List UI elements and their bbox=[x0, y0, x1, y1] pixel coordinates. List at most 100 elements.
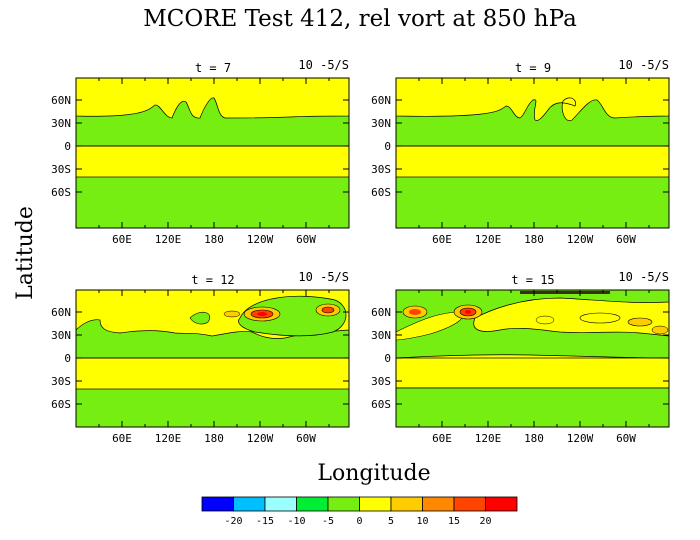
y-tick-label: 30S bbox=[51, 163, 71, 176]
x-tick-label: 120W bbox=[567, 233, 594, 246]
panel-time-label: t = 15 bbox=[511, 273, 554, 287]
x-tick-label: 120W bbox=[247, 432, 274, 445]
x-tick-label: 120W bbox=[567, 432, 594, 445]
panel-frame bbox=[395, 77, 670, 229]
y-tick-label: 30N bbox=[51, 117, 71, 130]
y-tick-label: 60S bbox=[51, 398, 71, 411]
y-tick-label: 60S bbox=[371, 398, 391, 411]
y-tick-label: 0 bbox=[384, 140, 391, 153]
chart-title: MCORE Test 412, rel vort at 850 hPa bbox=[143, 6, 577, 32]
colorbar-swatch bbox=[264, 496, 297, 512]
colorbar-label: -10 bbox=[287, 516, 305, 527]
x-axis-label: Longitude bbox=[317, 461, 430, 486]
colorbar-swatch bbox=[453, 496, 486, 512]
y-tick-label: 60N bbox=[371, 306, 391, 319]
x-tick-label: 120E bbox=[475, 233, 502, 246]
panel-t15: t = 15 10 -5/S bbox=[395, 270, 670, 428]
y-tick-label: 60N bbox=[51, 94, 71, 107]
colorbar-label: 5 bbox=[388, 516, 394, 527]
panel-time-label: t = 7 bbox=[195, 61, 231, 75]
x-tick-label: 60E bbox=[112, 233, 132, 246]
x-tick-label: 180 bbox=[204, 233, 224, 246]
y-tick-label: 30N bbox=[371, 329, 391, 342]
x-tick-label: 60E bbox=[432, 233, 452, 246]
x-tick-label: 60W bbox=[616, 233, 636, 246]
vorticity-band-middle bbox=[396, 354, 669, 389]
colorbar-label: -20 bbox=[224, 516, 242, 527]
x-tick-label: 120E bbox=[155, 233, 182, 246]
x-tick-label: 120E bbox=[155, 432, 182, 445]
y-tick-label: 60S bbox=[51, 186, 71, 199]
vortex-core bbox=[579, 312, 621, 324]
y-tick-label: 30S bbox=[371, 375, 391, 388]
vorticity-band-south bbox=[76, 357, 349, 390]
vortex-core bbox=[409, 309, 421, 315]
y-tick-label: 60N bbox=[371, 94, 391, 107]
colorbar-label: -15 bbox=[256, 516, 274, 527]
panel-t7: t = 7 10 -5/S bbox=[75, 58, 350, 229]
panel-axes: 60N 30N 0 30S 60S 60E 120E 180 120W 60W bbox=[51, 78, 349, 246]
colorbar-swatch bbox=[201, 496, 234, 512]
panel-frame bbox=[75, 77, 350, 229]
vortex-core bbox=[465, 310, 471, 314]
panel-time-label: t = 9 bbox=[515, 61, 551, 75]
colorbar-label: 10 bbox=[416, 516, 428, 527]
colorbar: -20 -15 -10 -5 0 5 10 15 20 bbox=[201, 496, 518, 527]
y-tick-label: 30N bbox=[371, 117, 391, 130]
colorbar-swatch bbox=[233, 496, 266, 512]
vortex-core bbox=[535, 315, 555, 325]
panel-time-label: t = 12 bbox=[191, 273, 234, 287]
y-tick-label: 30N bbox=[51, 329, 71, 342]
colorbar-label: -5 bbox=[322, 516, 334, 527]
panel-axes: 60N 30N 0 30S 60S 60E 120E 180 120W 60W bbox=[51, 290, 349, 445]
panel-axes: 60N 30N 0 30S 60S 60E 120E 180 120W 60W bbox=[371, 290, 669, 445]
x-tick-label: 60W bbox=[296, 432, 316, 445]
colorbar-swatch bbox=[485, 496, 518, 512]
y-tick-label: 0 bbox=[64, 140, 71, 153]
vortex-core bbox=[321, 306, 335, 314]
vortex-region bbox=[189, 311, 210, 325]
x-tick-label: 180 bbox=[524, 432, 544, 445]
y-tick-label: 0 bbox=[384, 352, 391, 365]
y-tick-label: 60S bbox=[371, 186, 391, 199]
x-tick-label: 120E bbox=[475, 432, 502, 445]
vortex-core bbox=[257, 312, 267, 316]
colorbar-swatch bbox=[327, 496, 360, 512]
colorbar-swatch bbox=[296, 496, 329, 512]
vorticity-band-south bbox=[396, 388, 669, 427]
x-tick-label: 120W bbox=[247, 233, 274, 246]
x-tick-label: 60E bbox=[112, 432, 132, 445]
panel-unit-label: 10 -5/S bbox=[618, 270, 669, 284]
panel-t9: t = 9 10 -5/S bbox=[395, 58, 670, 229]
vorticity-band-south bbox=[396, 145, 669, 178]
vortex-core bbox=[627, 317, 653, 327]
x-tick-label: 60E bbox=[432, 432, 452, 445]
x-tick-label: 60W bbox=[296, 233, 316, 246]
y-axis-label: Latitude bbox=[13, 206, 38, 300]
vorticity-band-south bbox=[76, 145, 349, 178]
y-tick-label: 0 bbox=[64, 352, 71, 365]
panel-unit-label: 10 -5/S bbox=[298, 270, 349, 284]
colorbar-label: 15 bbox=[448, 516, 460, 527]
contour-cluster bbox=[520, 291, 610, 294]
colorbar-swatch bbox=[359, 496, 392, 512]
x-tick-label: 60W bbox=[616, 432, 636, 445]
colorbar-label: 0 bbox=[356, 516, 362, 527]
panel-axes: 60N 30N 0 30S 60S 60E 120E 180 120W 60W bbox=[371, 78, 669, 246]
vortex-region bbox=[396, 311, 463, 341]
vortex-core bbox=[651, 325, 669, 335]
vorticity-band-north bbox=[396, 78, 669, 122]
colorbar-swatch bbox=[390, 496, 423, 512]
vorticity-band-north bbox=[76, 78, 349, 119]
panel-unit-label: 10 -5/S bbox=[618, 58, 669, 72]
panel-unit-label: 10 -5/S bbox=[298, 58, 349, 72]
y-tick-label: 60N bbox=[51, 306, 71, 319]
vortex-core bbox=[223, 310, 241, 318]
colorbar-swatch bbox=[422, 496, 455, 512]
y-tick-label: 30S bbox=[51, 375, 71, 388]
panel-t12: t = 12 10 -5/S bbox=[75, 270, 350, 428]
y-tick-label: 30S bbox=[371, 163, 391, 176]
colorbar-label: 20 bbox=[479, 516, 491, 527]
